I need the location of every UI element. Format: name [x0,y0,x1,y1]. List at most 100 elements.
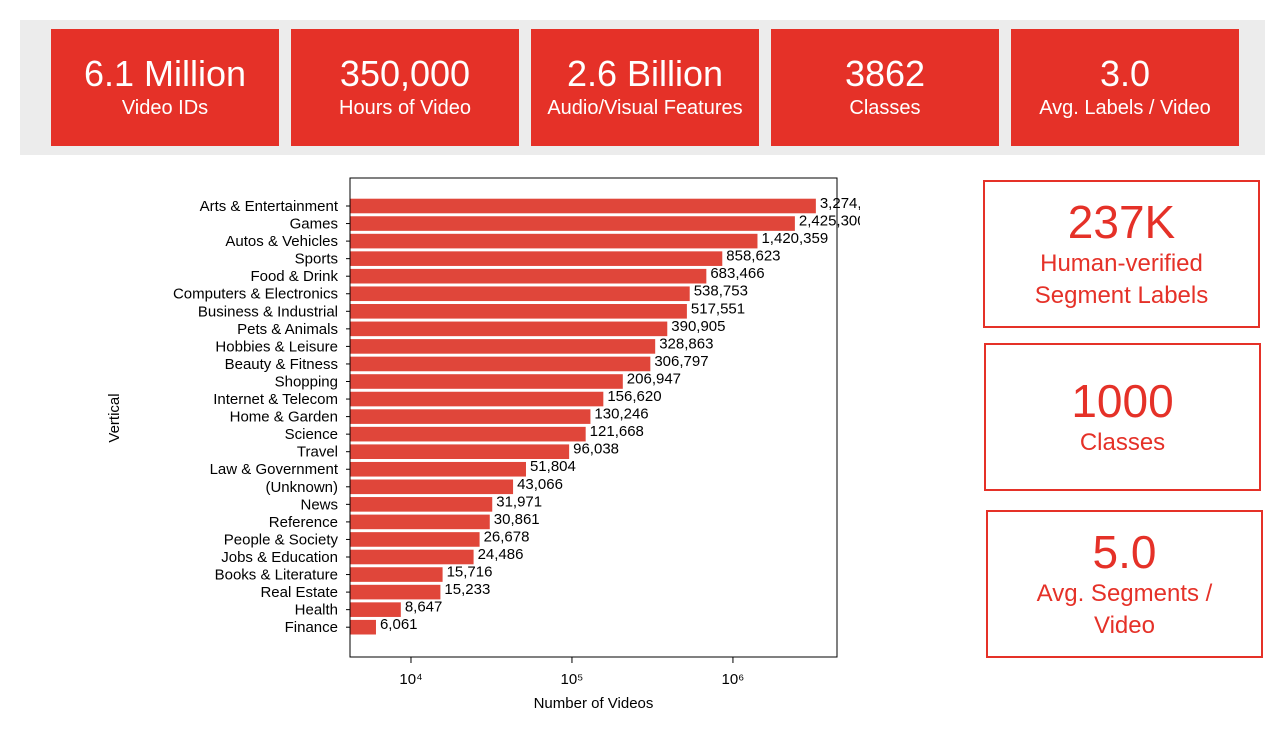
side-card: 1000 Classes [984,343,1261,491]
y-tick-label: (Unknown) [265,479,338,496]
stat-label: Hours of Video [339,97,471,119]
bar [350,602,401,617]
value-label: 30,861 [494,511,540,528]
value-label: 130,246 [594,406,648,423]
y-tick-label: Internet & Telecom [213,391,338,408]
value-label: 517,551 [691,300,745,317]
stat-card: 350,000 Hours of Video [291,29,519,146]
bar [350,268,707,284]
bar [350,479,514,495]
y-tick-label: Real Estate [260,584,338,601]
y-tick-label: Games [290,216,338,233]
value-label: 51,804 [530,458,576,475]
bar [350,198,816,214]
x-axis-label: Number of Videos [534,695,654,712]
value-label: 306,797 [654,353,708,370]
y-tick-label: Health [295,602,338,619]
y-tick-label: Pets & Animals [237,321,338,338]
bar [350,216,795,231]
bar [350,321,668,337]
bar [350,444,570,459]
stat-card: 3.0 Avg. Labels / Video [1011,29,1239,146]
side-card: 5.0 Avg. Segments / Video [986,510,1263,658]
stat-card: 2.6 Billion Audio/Visual Features [531,29,759,146]
chart: 3,274,000 Arts & Entertainment 2,425,300 Ga… [106,177,860,712]
stat-card: 3862 Classes [771,29,999,146]
side-label: Classes [1079,429,1166,456]
side-card: 237K Human-verified Segment Labels [983,180,1260,328]
bar [350,619,376,635]
value-label: 858,623 [726,248,780,265]
value-label: 683,466 [710,265,764,282]
stat-value: 350,000 [339,53,471,94]
y-tick-label: Computers & Electronics [173,286,338,303]
y-tick-label: Business & Industrial [198,303,338,320]
value-label: 156,620 [607,388,661,405]
stat-label: Video IDs [121,97,209,119]
stat-card: 6.1 Million Video IDs [51,29,279,146]
y-tick-label: Science [285,426,338,443]
y-tick-label: Shopping [275,373,338,390]
bar [350,409,591,424]
y-tick-label: Beauty & Fitness [225,356,338,373]
bar [350,461,526,477]
value-label: 328,863 [659,335,713,352]
y-tick-label: Arts & Entertainment [200,198,339,215]
y-tick-label: Finance [285,619,338,636]
y-tick-label: People & Society [224,531,339,548]
stat-label: Avg. Labels / Video [1039,97,1211,119]
y-tick-label: Sports [295,251,338,268]
stat-label: Audio/Visual Features [547,97,743,119]
bar [350,374,623,389]
x-tick-label: 10⁶ [722,671,745,688]
bar [350,584,441,600]
value-label: 206,947 [627,370,681,387]
bar [350,497,493,512]
y-tick-label: News [300,496,338,513]
value-label: 8,647 [405,599,443,616]
y-tick-label: Jobs & Education [221,549,338,566]
side-value: 237K [1067,196,1176,248]
value-label: 15,716 [447,564,493,581]
bar [350,233,758,249]
bar [350,286,690,302]
stat-value: 6.1 Million [83,53,247,94]
value-label: 31,971 [496,493,542,510]
bar [350,304,687,319]
stat-label: Classes [849,97,921,119]
y-axis-label: Vertical [106,393,123,442]
y-tick-label: Food & Drink [250,268,338,285]
y-tick-label: Law & Government [210,461,339,478]
stat-value: 3862 [844,53,926,94]
bar [350,391,604,407]
bar [350,567,443,582]
value-label: 43,066 [517,476,563,493]
bar [350,514,490,530]
value-label: 538,753 [694,283,748,300]
stat-value: 2.6 Billion [566,53,724,94]
plot-frame [349,177,838,658]
x-tick-label: 10⁵ [561,671,584,688]
y-tick-label: Home & Garden [230,409,338,426]
value-label: 96,038 [573,441,619,458]
side-label: Avg. Segments / Video [1036,580,1213,639]
bar [350,356,651,372]
y-tick-label: Autos & Vehicles [225,233,338,250]
y-tick-label: Hobbies & Leisure [215,338,338,355]
value-label: 3,274,000 [820,195,860,212]
value-label: 24,486 [478,546,524,563]
bar [350,339,656,354]
value-label: 390,905 [671,318,725,335]
side-value: 5.0 [1092,526,1157,578]
value-label: 15,233 [444,581,490,598]
value-label: 1,420,359 [761,230,828,247]
value-label: 121,668 [590,423,644,440]
bar [350,532,480,547]
side-label: Human-verified Segment Labels [1034,250,1209,309]
y-tick-label: Reference [269,514,338,531]
side-value: 1000 [1071,375,1174,427]
bar [350,251,723,266]
x-tick-label: 10⁴ [399,671,422,688]
y-tick-label: Books & Literature [215,567,338,584]
